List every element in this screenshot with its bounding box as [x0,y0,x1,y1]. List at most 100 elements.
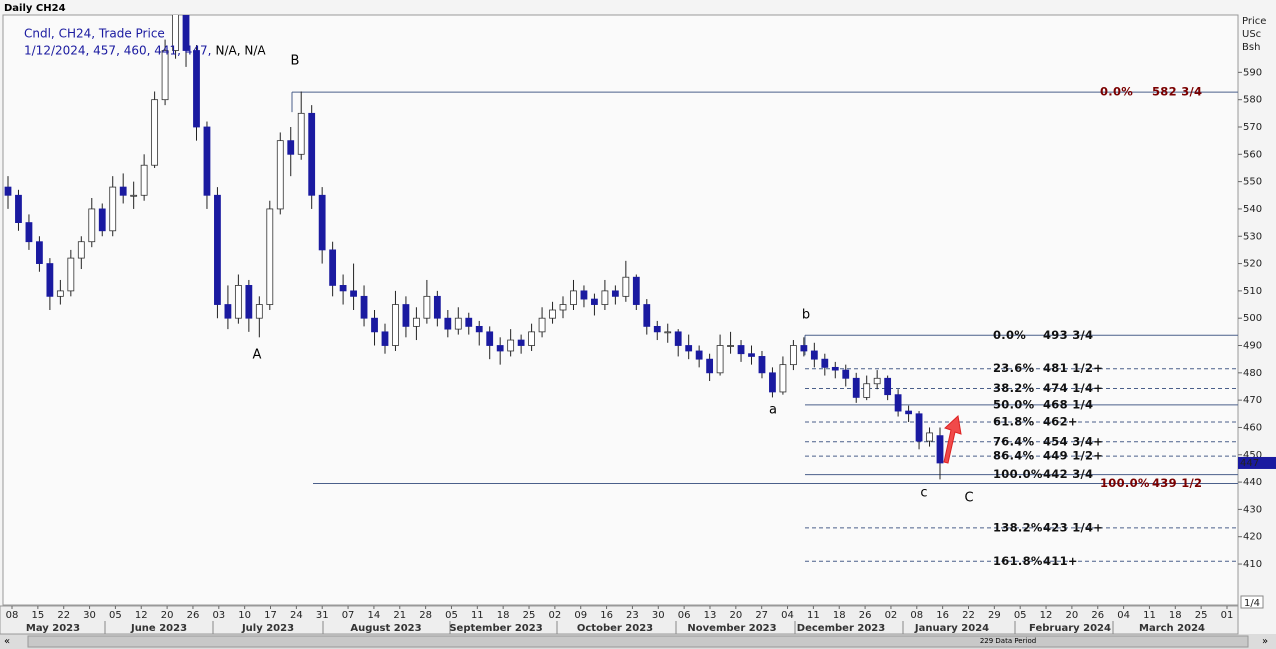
month-label: June 2023 [130,623,187,634]
candle-body [433,295,441,319]
x-tick-label: 18 [1169,610,1182,621]
x-tick-label: 14 [368,610,381,621]
plot [4,15,1238,562]
page-box[interactable] [1240,595,1264,609]
x-tick-label: 26 [187,610,200,621]
candle-body [98,208,106,232]
x-tick-label: 12 [135,610,148,621]
x-tick-label: 16 [600,610,613,621]
y-tick-label: 460 [1243,422,1262,433]
x-tick-label: 24 [290,610,303,621]
x-tick-label: 27 [755,610,768,621]
candle-body [234,285,242,319]
x-tick-label: 25 [523,610,536,621]
candle-body [632,276,640,305]
candle-body [664,331,672,334]
fib-pct: 76.4% [993,434,1035,448]
y-tick-label: 530 [1243,231,1262,242]
candle-body [727,345,734,347]
x-tick-label: 22 [57,610,70,621]
candle-body [402,304,410,327]
month-label: March 2024 [1139,623,1205,634]
fib-pct: 0.0% [993,328,1026,342]
y-tick-label: 410 [1243,559,1262,570]
x-tick-label: 25 [1195,610,1208,621]
candle-body [873,377,881,385]
x-tick-label: 22 [962,610,975,621]
month-label: September 2023 [449,623,542,634]
scroll-thumb[interactable] [27,635,1249,648]
x-tick-label: 20 [1066,610,1079,621]
candle-body [528,331,535,346]
scroll-right[interactable]: » [1262,636,1268,647]
y-tick-label: 510 [1243,286,1262,297]
candle-body [266,208,274,305]
y-tick-label: 490 [1243,341,1262,352]
candle-body [748,353,755,357]
x-tick-label: 20 [161,610,174,621]
candle-body [779,364,787,393]
axis-header: Price [1242,16,1266,27]
x-tick-label: 08 [910,610,923,621]
axis-header: USc [1242,29,1261,40]
y-tick-label: 440 [1243,477,1262,488]
candle-body [622,276,630,297]
candle-body [905,410,912,415]
month-label: January 2024 [914,623,989,634]
candle-body [46,263,54,297]
candle-body [151,99,159,166]
arrow [943,415,962,464]
x-tick-label: 11 [471,610,484,621]
month-label: December 2023 [797,623,885,634]
candle-body [318,194,326,251]
x-axis [0,605,1239,635]
candle-body [214,194,221,305]
month-label: February 2024 [1029,623,1111,634]
candle-body [381,331,389,346]
candle-body [538,317,546,333]
legend-suffix: N/A, N/A [215,44,266,58]
scroll-left[interactable]: « [4,636,10,647]
y-tick-label: 470 [1243,395,1262,406]
y-tick-label: 550 [1243,177,1262,188]
candle-body [475,325,483,333]
fib-label: 423 1/4+ [1043,520,1103,534]
x-tick-label: 23 [626,610,639,621]
candle-body [517,339,525,346]
fib-pct: 50.0% [993,397,1035,411]
candle-body [140,164,148,196]
candle-body [706,358,714,374]
data-period: 229 Data Period [980,637,1036,645]
x-tick-label: 11 [807,610,820,621]
candle-body [496,345,504,352]
wave-label: c [920,486,927,501]
candle-body [800,345,808,352]
fib-pct: 100.0% [1100,476,1150,490]
x-tick-label: 04 [1117,610,1130,621]
candle-body [737,345,745,355]
candle-body [643,304,651,327]
candle-body [339,285,347,292]
candle-body [224,304,232,319]
fib-pct: 23.6% [993,361,1035,375]
candle-body [25,222,33,243]
candle-body [67,257,75,292]
candle-body [255,304,263,319]
fib-pct: 0.0% [1100,85,1133,99]
fib-pct: 38.2% [993,381,1035,395]
x-tick-label: 01 [1221,610,1234,621]
candle-body [119,186,127,196]
candle-body [601,290,609,305]
x-tick-label: 30 [652,610,665,621]
fib-label: 481 1/2+ [1043,361,1103,375]
x-tick-label: 16 [936,610,949,621]
month-label: October 2023 [577,623,653,634]
fib-label: 439 1/2 [1152,476,1202,490]
page-label: 1/4 [1244,598,1260,609]
x-tick-label: 05 [445,610,458,621]
candle-body [360,295,368,319]
candle-body [863,383,871,398]
y-tick-label: 560 [1243,149,1262,160]
y-tick-label: 580 [1243,95,1262,106]
y-tick-label: 540 [1243,204,1262,215]
